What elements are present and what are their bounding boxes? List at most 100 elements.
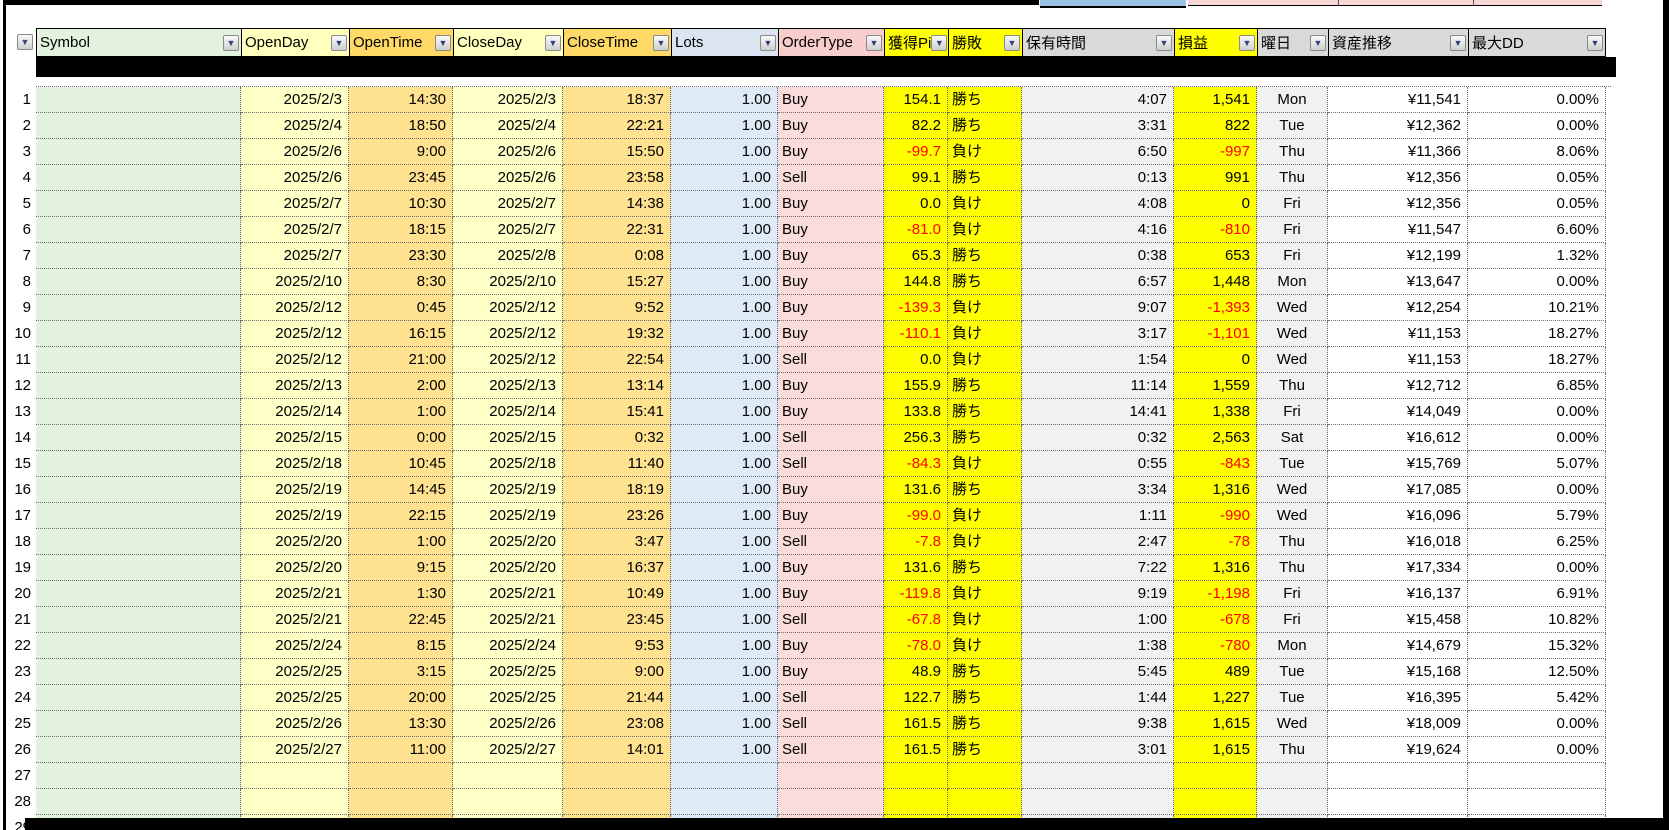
cell-holdtime[interactable]: 6:57 (1022, 269, 1174, 295)
cell-ordertype[interactable]: Buy (778, 503, 884, 529)
cell-closetime[interactable]: 18:19 (563, 477, 671, 503)
cell-profit[interactable] (1174, 763, 1257, 789)
cell-openday[interactable]: 2025/2/21 (241, 581, 349, 607)
cell-symbol[interactable] (36, 321, 241, 347)
cell-weekday[interactable]: Wed (1257, 711, 1328, 737)
cell-holdtime[interactable]: 1:11 (1022, 503, 1174, 529)
cell-closetime[interactable]: 23:08 (563, 711, 671, 737)
cell-symbol[interactable] (36, 217, 241, 243)
cell-profit[interactable]: 0 (1174, 347, 1257, 373)
cell-opentime[interactable]: 1:00 (349, 529, 453, 555)
cell-weekday[interactable]: Fri (1257, 217, 1328, 243)
cell-weekday[interactable]: Fri (1257, 191, 1328, 217)
cell-openday[interactable]: 2025/2/10 (241, 269, 349, 295)
cell-openday[interactable]: 2025/2/6 (241, 165, 349, 191)
cell-opentime[interactable]: 18:15 (349, 217, 453, 243)
cell-ordertype[interactable]: Buy (778, 87, 884, 113)
cell-opentime[interactable] (349, 763, 453, 789)
cell-opentime[interactable]: 21:00 (349, 347, 453, 373)
cell-profit[interactable]: -810 (1174, 217, 1257, 243)
cell-maxdd[interactable]: 12.50% (1468, 659, 1606, 685)
cell-pips[interactable]: 161.5 (884, 711, 948, 737)
cell-winloss[interactable]: 勝ち (948, 373, 1022, 399)
row-number[interactable]: 4 (4, 165, 36, 191)
cell-ordertype[interactable]: Buy (778, 139, 884, 165)
cell-lots[interactable]: 1.00 (671, 139, 778, 165)
cell-lots[interactable]: 1.00 (671, 737, 778, 763)
cell-closetime[interactable]: 15:50 (563, 139, 671, 165)
cell-maxdd[interactable]: 6.25% (1468, 529, 1606, 555)
cell-closeday[interactable]: 2025/2/6 (453, 139, 563, 165)
cell-profit[interactable]: -678 (1174, 607, 1257, 633)
header-cell-winloss[interactable]: 勝敗 ▼ (948, 28, 1022, 57)
cell-winloss[interactable]: 負け (948, 581, 1022, 607)
cell-maxdd[interactable]: 5.79% (1468, 503, 1606, 529)
cell-closeday[interactable]: 2025/2/24 (453, 633, 563, 659)
cell-opentime[interactable]: 23:45 (349, 165, 453, 191)
cell-winloss[interactable]: 負け (948, 139, 1022, 165)
cell-weekday[interactable] (1257, 763, 1328, 789)
cell-profit[interactable]: -780 (1174, 633, 1257, 659)
cell-maxdd[interactable]: 0.00% (1468, 425, 1606, 451)
cell-holdtime[interactable]: 7:22 (1022, 555, 1174, 581)
cell-openday[interactable]: 2025/2/12 (241, 347, 349, 373)
cell-ordertype[interactable]: Sell (778, 737, 884, 763)
cell-holdtime[interactable]: 4:08 (1022, 191, 1174, 217)
cell-weekday[interactable]: Mon (1257, 633, 1328, 659)
header-cell-weekday[interactable]: 曜日 ▼ (1257, 28, 1328, 57)
cell-equity[interactable]: ¥11,153 (1328, 347, 1468, 373)
cell-maxdd[interactable] (1468, 789, 1606, 815)
cell-maxdd[interactable] (1468, 763, 1606, 789)
cell-openday[interactable]: 2025/2/20 (241, 529, 349, 555)
cell-lots[interactable]: 1.00 (671, 581, 778, 607)
cell-equity[interactable]: ¥16,612 (1328, 425, 1468, 451)
cell-openday[interactable]: 2025/2/21 (241, 607, 349, 633)
cell-closetime[interactable]: 22:31 (563, 217, 671, 243)
cell-lots[interactable]: 1.00 (671, 321, 778, 347)
cell-maxdd[interactable]: 1.32% (1468, 243, 1606, 269)
cell-weekday[interactable]: Wed (1257, 321, 1328, 347)
cell-closetime[interactable]: 11:40 (563, 451, 671, 477)
cell-maxdd[interactable]: 18.27% (1468, 321, 1606, 347)
cell-holdtime[interactable]: 4:07 (1022, 87, 1174, 113)
cell-opentime[interactable]: 22:15 (349, 503, 453, 529)
cell-maxdd[interactable]: 0.00% (1468, 477, 1606, 503)
cell-weekday[interactable]: Thu (1257, 139, 1328, 165)
cell-opentime[interactable]: 18:50 (349, 113, 453, 139)
cell-profit[interactable]: 489 (1174, 659, 1257, 685)
cell-symbol[interactable] (36, 659, 241, 685)
cell-opentime[interactable]: 2:00 (349, 373, 453, 399)
cell-maxdd[interactable]: 6.60% (1468, 217, 1606, 243)
cell-lots[interactable]: 1.00 (671, 607, 778, 633)
cell-profit[interactable]: -1,198 (1174, 581, 1257, 607)
cell-openday[interactable]: 2025/2/13 (241, 373, 349, 399)
cell-pips[interactable]: 122.7 (884, 685, 948, 711)
header-cell-openday[interactable]: OpenDay ▼ (241, 28, 349, 57)
cell-holdtime[interactable]: 3:34 (1022, 477, 1174, 503)
cell-openday[interactable]: 2025/2/14 (241, 399, 349, 425)
cell-pips[interactable]: 65.3 (884, 243, 948, 269)
cell-winloss[interactable]: 負け (948, 321, 1022, 347)
cell-pips[interactable]: 99.1 (884, 165, 948, 191)
header-cell-equity[interactable]: 資産推移 ▼ (1328, 28, 1468, 57)
cell-pips[interactable]: -67.8 (884, 607, 948, 633)
cell-symbol[interactable] (36, 165, 241, 191)
cell-maxdd[interactable]: 0.00% (1468, 555, 1606, 581)
cell-opentime[interactable]: 1:30 (349, 581, 453, 607)
cell-pips[interactable]: -99.7 (884, 139, 948, 165)
cell-closeday[interactable]: 2025/2/27 (453, 737, 563, 763)
cell-maxdd[interactable]: 15.32% (1468, 633, 1606, 659)
cell-opentime[interactable]: 10:45 (349, 451, 453, 477)
cell-lots[interactable]: 1.00 (671, 633, 778, 659)
cell-symbol[interactable] (36, 789, 241, 815)
cell-ordertype[interactable]: Sell (778, 685, 884, 711)
filter-dropdown-icon[interactable]: ▼ (331, 34, 347, 51)
cell-winloss[interactable]: 勝ち (948, 269, 1022, 295)
cell-openday[interactable]: 2025/2/6 (241, 139, 349, 165)
cell-pips[interactable]: -7.8 (884, 529, 948, 555)
cell-maxdd[interactable]: 0.05% (1468, 191, 1606, 217)
cell-equity[interactable]: ¥17,334 (1328, 555, 1468, 581)
cell-openday[interactable]: 2025/2/7 (241, 191, 349, 217)
cell-equity[interactable]: ¥14,049 (1328, 399, 1468, 425)
cell-ordertype[interactable]: Buy (778, 217, 884, 243)
